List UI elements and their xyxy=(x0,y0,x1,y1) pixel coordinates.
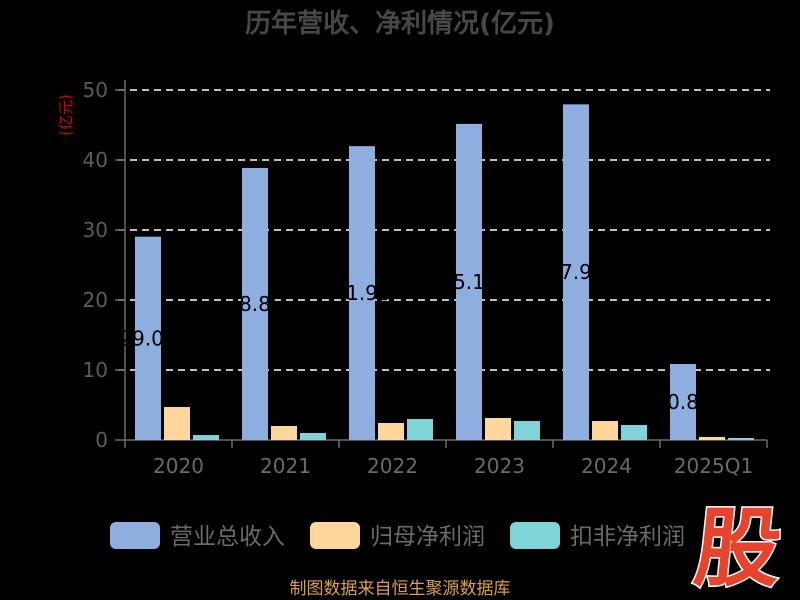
data-labels: 29.05 38.86 41.98 45.16 47.95 10.86 xyxy=(119,260,711,414)
data-label: 45.16 xyxy=(440,270,497,294)
axes: 0 10 20 30 40 50 2020 2021 2022 2023 2024 2025Q1 xyxy=(83,78,768,478)
logo-glyph: 股 xyxy=(690,498,787,599)
y-tick-label: 20 xyxy=(83,288,108,312)
y-tick-label: 0 xyxy=(95,428,108,452)
y-tick-label: 30 xyxy=(83,218,108,242)
x-tick-label: 2025Q1 xyxy=(674,454,753,478)
bar-series-3 xyxy=(407,419,433,440)
bar-series-3 xyxy=(300,433,326,440)
legend-item-3[interactable]: 扣非净利润 xyxy=(510,522,685,550)
legend-item-2[interactable]: 归母净利润 xyxy=(310,522,485,550)
data-label: 47.95 xyxy=(547,260,604,284)
bar-series-1 xyxy=(563,104,589,440)
x-tick-label: 2023 xyxy=(474,454,525,478)
legend: 营业总收入 归母净利润 扣非净利润 xyxy=(110,522,685,550)
brand-logo: 股 xyxy=(688,497,788,600)
x-tick-label: 2024 xyxy=(581,454,632,478)
bar-series-2 xyxy=(378,422,404,440)
bar-series-2 xyxy=(164,407,190,440)
gridlines xyxy=(118,89,770,371)
bar-series-2 xyxy=(592,421,618,440)
y-tick-label: 40 xyxy=(83,148,108,172)
data-label: 29.05 xyxy=(119,326,176,350)
x-tick-label: 2021 xyxy=(260,454,311,478)
x-tick-label: 2022 xyxy=(367,454,418,478)
data-source-footer: 制图数据来自恒生聚源数据库 xyxy=(290,579,511,599)
y-axis-unit-label: (亿元) xyxy=(57,94,75,136)
x-tick-label: 2020 xyxy=(153,454,204,478)
legend-label: 扣非净利润 xyxy=(570,524,685,550)
legend-item-1[interactable]: 营业总收入 xyxy=(110,522,285,550)
bar-series-1 xyxy=(242,167,268,441)
bar-series-3 xyxy=(514,421,540,440)
bar-series-2 xyxy=(271,426,297,440)
bar-series-3 xyxy=(728,437,754,440)
legend-swatch xyxy=(510,522,560,549)
bar-series-1 xyxy=(349,146,375,440)
legend-label: 营业总收入 xyxy=(170,524,285,550)
legend-swatch xyxy=(310,522,360,549)
bar-series-3 xyxy=(193,435,219,440)
bar-series-1 xyxy=(135,236,161,440)
chart-title: 历年营收、净利情况(亿元) xyxy=(245,8,555,39)
legend-swatch xyxy=(110,522,160,549)
bars xyxy=(135,104,754,441)
bar-series-2 xyxy=(485,418,511,440)
bar-series-1 xyxy=(456,123,482,440)
bar-series-2 xyxy=(699,436,725,440)
bar-series-1 xyxy=(670,363,696,440)
data-label: 38.86 xyxy=(226,292,283,316)
data-label: 41.98 xyxy=(333,281,390,305)
y-tick-label: 50 xyxy=(83,78,108,102)
y-tick-label: 10 xyxy=(83,358,108,382)
bar-series-3 xyxy=(621,425,647,440)
data-label: 10.86 xyxy=(654,390,711,414)
legend-label: 归母净利润 xyxy=(370,524,485,550)
